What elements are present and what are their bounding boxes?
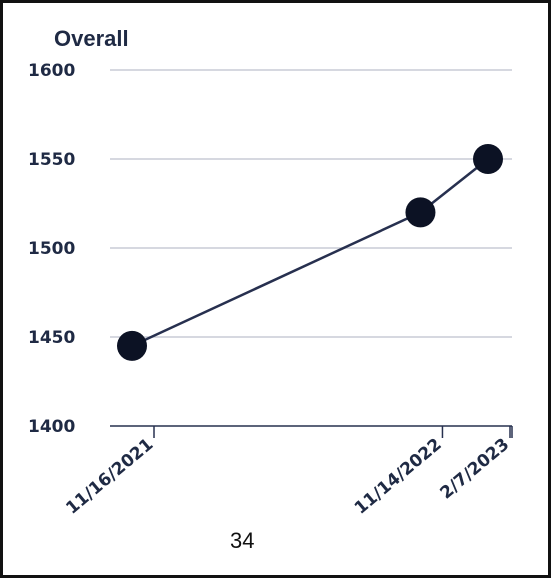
x-tick-label: 11/16/2021 — [62, 435, 157, 519]
series-line — [131, 158, 489, 348]
grid-lines — [110, 69, 512, 338]
y-tick-label: 1600 — [28, 61, 75, 81]
x-tick-label: 11/14/2022 — [351, 435, 446, 519]
series — [117, 144, 503, 361]
x-tick-label: 2/7/2023 — [436, 435, 513, 504]
data-point — [117, 330, 147, 361]
data-point — [473, 144, 503, 174]
y-tick-label: 1550 — [28, 150, 75, 170]
page-number: 34 — [230, 528, 255, 553]
y-tick-label: 1450 — [28, 328, 75, 348]
data-point — [405, 197, 436, 228]
chart-title: Overall — [54, 26, 129, 51]
y-axis-ticks: 1400 1450 1500 1550 1600 — [28, 61, 75, 437]
y-tick-label: 1400 — [28, 417, 75, 437]
y-tick-label: 1500 — [28, 239, 75, 259]
